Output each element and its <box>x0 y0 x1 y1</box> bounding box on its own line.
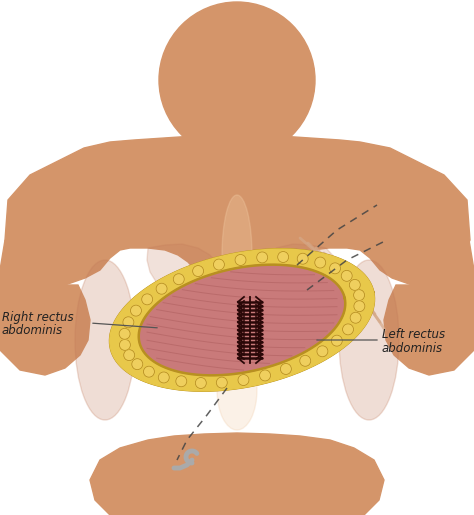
Circle shape <box>315 257 326 268</box>
Text: abdominis: abdominis <box>382 341 443 354</box>
Ellipse shape <box>217 350 257 430</box>
Circle shape <box>260 370 271 381</box>
Ellipse shape <box>75 260 135 420</box>
Circle shape <box>235 254 246 265</box>
Circle shape <box>281 364 292 374</box>
Circle shape <box>156 283 167 294</box>
Circle shape <box>317 346 328 357</box>
Circle shape <box>119 328 130 339</box>
Circle shape <box>159 2 315 158</box>
Polygon shape <box>116 252 368 388</box>
Polygon shape <box>0 240 90 375</box>
Circle shape <box>349 279 360 290</box>
Circle shape <box>257 252 268 263</box>
Circle shape <box>132 358 143 370</box>
Circle shape <box>213 259 224 270</box>
Circle shape <box>300 355 311 366</box>
Polygon shape <box>139 265 345 375</box>
Polygon shape <box>90 433 384 515</box>
Circle shape <box>354 289 365 301</box>
Text: Left rectus: Left rectus <box>382 329 445 341</box>
Polygon shape <box>210 274 264 369</box>
Polygon shape <box>139 265 345 375</box>
Polygon shape <box>133 262 351 379</box>
Polygon shape <box>5 135 470 369</box>
Circle shape <box>179 291 188 300</box>
Circle shape <box>192 266 204 277</box>
Circle shape <box>331 335 342 346</box>
Polygon shape <box>384 240 474 375</box>
Circle shape <box>354 301 365 312</box>
Circle shape <box>142 294 153 305</box>
Circle shape <box>350 312 361 323</box>
Text: abdominis: abdominis <box>2 324 63 337</box>
Polygon shape <box>110 249 374 391</box>
Circle shape <box>176 376 187 387</box>
Circle shape <box>195 377 206 388</box>
Polygon shape <box>270 244 340 302</box>
Ellipse shape <box>339 260 399 420</box>
Polygon shape <box>127 259 357 382</box>
Circle shape <box>144 366 155 377</box>
Polygon shape <box>147 244 220 302</box>
Circle shape <box>297 253 308 264</box>
Circle shape <box>216 377 228 388</box>
Circle shape <box>343 324 354 335</box>
Circle shape <box>158 372 169 383</box>
Circle shape <box>124 350 135 360</box>
Circle shape <box>278 251 289 263</box>
Circle shape <box>286 291 295 300</box>
Polygon shape <box>121 255 363 385</box>
Circle shape <box>173 273 184 285</box>
Polygon shape <box>110 249 374 391</box>
Polygon shape <box>200 132 274 159</box>
Circle shape <box>123 317 134 328</box>
Circle shape <box>329 263 340 274</box>
Text: Right rectus: Right rectus <box>2 312 73 324</box>
Circle shape <box>238 374 249 386</box>
Ellipse shape <box>222 195 252 315</box>
Circle shape <box>130 305 141 316</box>
Circle shape <box>119 339 130 350</box>
Circle shape <box>341 270 352 281</box>
